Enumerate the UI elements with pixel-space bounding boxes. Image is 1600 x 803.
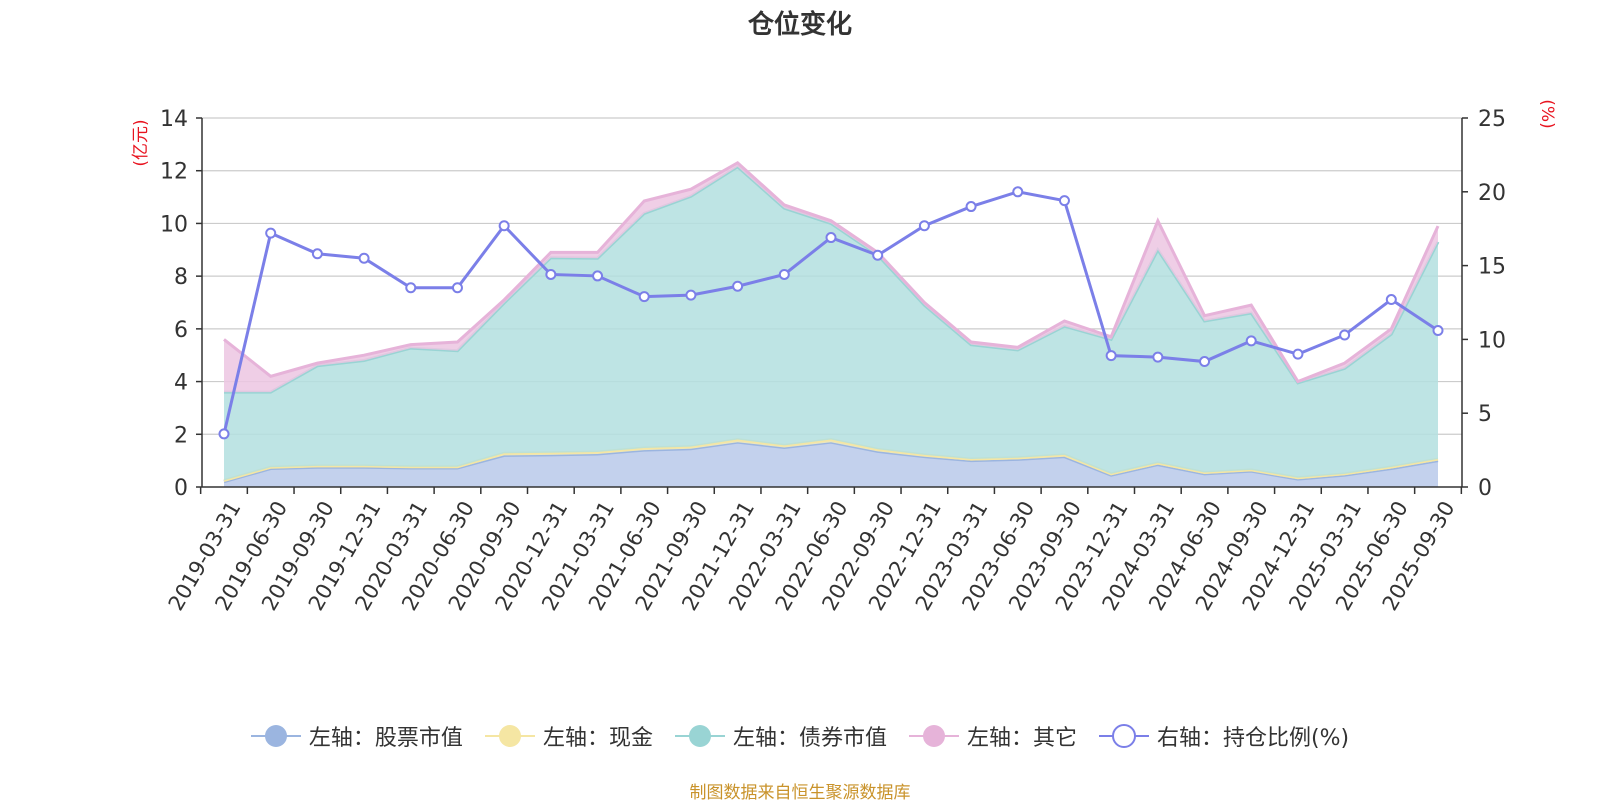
data-point	[825, 232, 837, 244]
right-tick-label: 0	[1478, 476, 1492, 501]
data-point	[638, 291, 650, 303]
data-point	[1339, 329, 1351, 341]
left-tick-label: 0	[174, 476, 188, 501]
area-edge-左轴：债券市值	[224, 164, 1440, 394]
legend-swatch	[674, 725, 725, 747]
data-point	[965, 201, 977, 213]
right-axis-label: (%)	[1537, 99, 1557, 128]
data-point	[1152, 351, 1164, 363]
line-series	[218, 186, 1444, 440]
right-tick-label: 20	[1478, 181, 1506, 206]
left-tick-label: 14	[160, 107, 188, 132]
data-point	[218, 428, 230, 440]
data-source-note: 制图数据来自恒生聚源数据库	[689, 783, 911, 803]
data-point	[1292, 348, 1304, 360]
right-tick-label: 10	[1478, 328, 1506, 353]
data-point	[872, 249, 884, 261]
data-point	[918, 220, 930, 232]
legend-label: 左轴：股票市值	[308, 726, 463, 751]
legend-label: 右轴：持仓比例(%)	[1156, 726, 1350, 751]
data-point	[1058, 195, 1070, 207]
legend-item[interactable]: 左轴：债券市值	[674, 720, 887, 752]
data-point	[1012, 186, 1024, 198]
axes	[196, 117, 1468, 494]
chart-title: 仓位变化	[747, 10, 852, 40]
data-point	[311, 248, 323, 260]
data-point	[358, 252, 370, 264]
left-tick-label: 8	[174, 265, 188, 290]
area-edge-左轴：其它	[223, 160, 1440, 384]
area-左轴：股票市值	[224, 442, 1438, 487]
data-point	[1432, 325, 1444, 337]
data-point	[1105, 350, 1117, 362]
legend-label: 左轴：债券市值	[732, 726, 887, 751]
left-tick-label: 12	[160, 160, 188, 185]
area-左轴：债券市值	[224, 166, 1438, 481]
data-point	[498, 220, 510, 232]
data-point	[1199, 356, 1211, 368]
right-tick-label: 25	[1478, 107, 1506, 132]
legend: 左轴：股票市值 左轴：现金 左轴：债券市值 左轴：其它 右轴：持仓比例(%)	[0, 720, 1600, 752]
legend-item[interactable]: 右轴：持仓比例(%)	[1098, 720, 1350, 752]
data-point	[592, 270, 604, 282]
data-point	[732, 280, 744, 292]
right-tick-label: 15	[1478, 255, 1506, 280]
legend-item[interactable]: 左轴：股票市值	[250, 720, 463, 752]
data-point	[685, 289, 697, 301]
left-tick-label: 6	[174, 318, 188, 343]
left-tick-label: 2	[174, 423, 188, 448]
legend-swatch	[484, 725, 535, 747]
right-tick-label: 5	[1478, 402, 1492, 427]
data-point	[545, 268, 557, 280]
legend-item[interactable]: 左轴：其它	[908, 720, 1077, 752]
legend-item[interactable]: 左轴：现金	[484, 720, 653, 752]
area-series	[223, 160, 1440, 487]
data-point	[405, 282, 417, 294]
legend-swatch	[1098, 724, 1149, 748]
left-axis-label: (亿元)	[131, 119, 151, 166]
data-point	[265, 227, 277, 239]
legend-swatch	[250, 725, 301, 747]
legend-label: 左轴：其它	[966, 726, 1077, 751]
left-tick-label: 10	[160, 212, 188, 237]
data-point	[451, 282, 463, 294]
data-point	[778, 268, 790, 280]
data-point	[1245, 335, 1257, 347]
legend-label: 左轴：现金	[542, 726, 653, 751]
data-point	[1385, 294, 1397, 306]
left-tick-label: 4	[174, 371, 188, 396]
legend-swatch	[908, 725, 959, 747]
